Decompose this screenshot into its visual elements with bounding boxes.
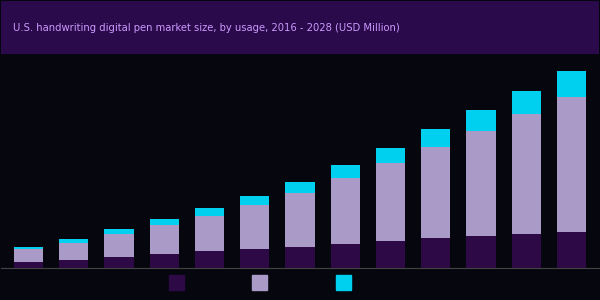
Bar xyxy=(59,260,88,268)
Bar xyxy=(512,91,541,114)
Bar xyxy=(376,163,405,241)
Bar xyxy=(149,254,179,268)
Bar xyxy=(376,241,405,268)
Bar xyxy=(421,238,451,268)
Bar xyxy=(285,193,315,247)
Bar xyxy=(466,131,496,236)
Bar xyxy=(195,208,224,216)
Bar xyxy=(331,165,360,178)
Bar xyxy=(331,244,360,268)
Bar xyxy=(149,219,179,225)
Bar xyxy=(512,234,541,268)
Bar xyxy=(240,205,269,249)
Bar xyxy=(421,129,451,147)
Bar xyxy=(331,178,360,244)
Bar xyxy=(466,236,496,268)
Bar xyxy=(59,242,88,260)
Bar xyxy=(421,147,451,238)
Bar xyxy=(512,114,541,234)
Bar xyxy=(59,239,88,242)
Bar xyxy=(557,71,586,98)
Bar xyxy=(285,247,315,268)
Bar xyxy=(285,182,315,193)
Bar xyxy=(14,247,43,249)
Bar xyxy=(195,251,224,268)
Bar xyxy=(14,249,43,262)
Bar xyxy=(252,275,267,290)
Bar xyxy=(14,262,43,268)
Bar xyxy=(240,249,269,268)
Bar xyxy=(195,216,224,251)
Bar xyxy=(169,275,184,290)
Bar xyxy=(104,229,134,234)
Bar xyxy=(104,234,134,257)
Text: U.S. handwriting digital pen market size, by usage, 2016 - 2028 (USD Million): U.S. handwriting digital pen market size… xyxy=(13,23,400,33)
Bar xyxy=(149,225,179,254)
Bar xyxy=(466,110,496,131)
Bar xyxy=(376,148,405,163)
Bar xyxy=(240,196,269,205)
Bar xyxy=(104,257,134,268)
Bar xyxy=(557,232,586,268)
Bar xyxy=(557,98,586,232)
Bar xyxy=(336,275,351,290)
